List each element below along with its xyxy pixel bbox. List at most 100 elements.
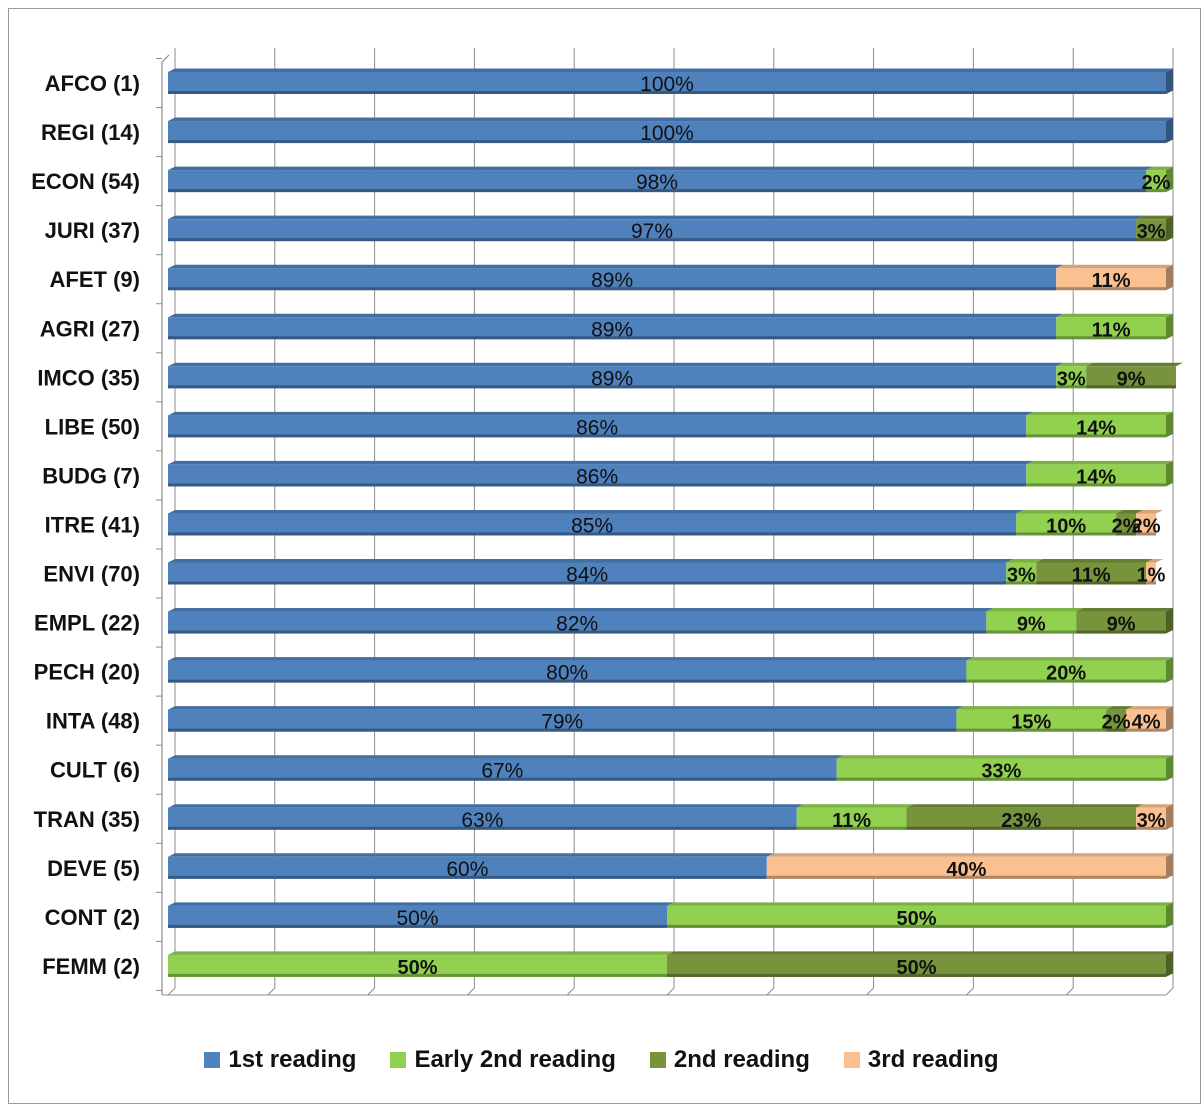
bar-segment: [168, 905, 667, 928]
data-label: 11%: [832, 810, 871, 832]
data-label: 1%: [1137, 565, 1166, 587]
bar-segment-top: [796, 804, 914, 808]
floor-tick: [1065, 987, 1074, 996]
bar-segment-shadow: [168, 679, 967, 683]
bar-segment-top: [986, 608, 1084, 612]
chart-legend: 1st reading Early 2nd reading 2nd reading 3…: [0, 1046, 1203, 1074]
data-label: 100%: [640, 122, 694, 145]
bar-segment-shadow: [1076, 630, 1166, 634]
bar-segment: [1146, 170, 1166, 193]
bar-segment-top: [966, 657, 1173, 661]
category-label: AFET (9): [50, 267, 140, 292]
bar-segment-top: [168, 608, 994, 612]
bar-segment-shadow: [836, 777, 1166, 781]
bar-segment-side: [1166, 951, 1173, 977]
bar-segment-top: [1106, 706, 1134, 710]
data-label: 23%: [1001, 810, 1041, 832]
data-label: 80%: [546, 662, 588, 685]
bar-segment-shadow: [168, 189, 1147, 193]
bar-segment: [1106, 709, 1127, 732]
category-label: TRAN (35): [34, 807, 140, 832]
bar-segment-top: [1056, 264, 1173, 269]
category-label: JURI (37): [45, 218, 140, 243]
data-label: 9%: [1017, 614, 1046, 636]
bar-segment: [168, 807, 797, 830]
bar-segment-shadow: [1146, 581, 1157, 585]
bar-segment: [168, 513, 1017, 536]
bar-segment-shadow: [168, 336, 1057, 340]
category-label: ENVI (70): [43, 562, 140, 587]
bar-segment: [1136, 513, 1157, 536]
bar-segment-side: [1166, 706, 1173, 732]
y-axis-top: [161, 54, 170, 63]
bar-segment: [906, 807, 1137, 830]
data-label: 2%: [1112, 515, 1141, 537]
bar-segment: [1136, 219, 1166, 242]
bar-segment: [1146, 562, 1157, 585]
data-label: 11%: [1092, 319, 1131, 341]
bar-segment-shadow: [168, 875, 767, 879]
bar-segment-top: [168, 951, 674, 955]
bar-segment-side: [1166, 215, 1173, 242]
data-label: 86%: [576, 416, 618, 439]
bar-segment-top: [168, 313, 1064, 318]
bar-segment: [168, 562, 1007, 585]
data-label: 60%: [446, 858, 488, 881]
bar-segment: [168, 709, 957, 732]
bar-segment: [168, 170, 1147, 193]
bar-segment-shadow: [168, 532, 1017, 536]
bar-segment-top: [168, 117, 1173, 122]
bar-segment-shadow: [796, 826, 907, 830]
bar-segment-top: [906, 804, 1144, 808]
data-label: 2%: [1102, 712, 1131, 734]
floor-tick: [666, 987, 675, 996]
bar-segment-shadow: [1106, 728, 1127, 732]
bar-segment-side: [1166, 411, 1173, 438]
category-label: EMPL (22): [34, 611, 140, 636]
bar-segment-top: [1126, 706, 1173, 710]
bar-segment-top: [667, 902, 1173, 906]
data-label: 79%: [541, 711, 583, 734]
data-label: 4%: [1132, 712, 1161, 734]
bar-segment-top: [168, 902, 674, 906]
data-label: 89%: [591, 269, 633, 292]
bar-segment-shadow: [1136, 532, 1157, 536]
bar-segment: [1116, 513, 1137, 536]
data-label: 14%: [1076, 417, 1116, 439]
category-label: AFCO (1): [45, 71, 140, 96]
bar-segment-side: [1166, 804, 1173, 830]
bar-segment: [168, 758, 837, 781]
bar-segment: [168, 464, 1027, 487]
bar-segment: [168, 72, 1166, 94]
bar-segment-shadow: [168, 826, 797, 830]
data-label: 50%: [896, 908, 936, 930]
bar-segment-shadow: [1016, 532, 1117, 536]
legend-item: 2nd reading: [649, 1046, 810, 1074]
bar-segment: [796, 807, 907, 830]
bar-segment-shadow: [168, 91, 1166, 94]
data-label: 50%: [397, 957, 437, 979]
floor-tick: [467, 987, 475, 996]
data-label: 33%: [981, 761, 1021, 783]
category-label: PECH (20): [34, 660, 140, 685]
bar-segment-top: [168, 460, 1034, 465]
bar-segment-side: [1166, 68, 1173, 94]
data-label: 20%: [1046, 663, 1086, 685]
bar-segment-side: [1166, 902, 1173, 928]
bar-segment-shadow: [766, 875, 1166, 879]
legend-item: 3rd reading: [843, 1046, 999, 1074]
bar-segment-side: [1166, 264, 1173, 291]
bar-segment: [667, 905, 1166, 928]
floor-tick: [966, 987, 974, 996]
legend-swatch: [390, 1052, 407, 1068]
bar-segment-top: [1116, 509, 1144, 514]
bar-segment-shadow: [168, 483, 1027, 487]
bar-segment-side: [1166, 166, 1173, 193]
bar-segment-top: [1006, 559, 1044, 563]
bar-segment: [956, 709, 1107, 732]
bar-segment-top: [168, 411, 1034, 416]
bar-segment-top: [1136, 804, 1173, 808]
bar-segment-shadow: [906, 826, 1137, 830]
data-label: 11%: [1072, 565, 1111, 587]
bar-segment-shadow: [1146, 189, 1166, 193]
